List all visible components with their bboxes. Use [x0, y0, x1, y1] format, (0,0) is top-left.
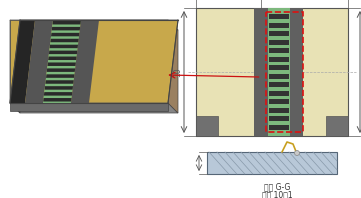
Bar [196, 116, 218, 136]
Bar [269, 74, 289, 79]
Bar [268, 8, 290, 136]
Bar [269, 91, 289, 96]
Polygon shape [45, 86, 73, 90]
Polygon shape [10, 20, 35, 103]
Bar [269, 40, 289, 45]
Bar [269, 65, 289, 70]
Bar [269, 23, 289, 28]
Text: 比例 10：1: 比例 10：1 [262, 190, 292, 198]
Polygon shape [10, 20, 178, 103]
Bar [269, 116, 289, 121]
Bar [254, 8, 268, 136]
Bar [207, 152, 337, 174]
Polygon shape [46, 74, 74, 78]
Polygon shape [45, 80, 74, 84]
Bar [196, 8, 348, 136]
Polygon shape [52, 21, 81, 25]
Polygon shape [47, 68, 75, 72]
Polygon shape [168, 20, 178, 113]
Polygon shape [44, 92, 72, 96]
Bar [290, 8, 303, 136]
Polygon shape [25, 20, 53, 103]
Polygon shape [51, 33, 79, 36]
Polygon shape [50, 39, 79, 42]
Bar [269, 108, 289, 113]
Polygon shape [43, 20, 81, 103]
Polygon shape [43, 98, 71, 102]
Polygon shape [10, 20, 20, 113]
Polygon shape [10, 20, 168, 103]
Bar [269, 82, 289, 87]
Polygon shape [49, 45, 78, 48]
Text: 10: 10 [173, 67, 182, 77]
Polygon shape [10, 103, 178, 113]
Bar [10, 103, 168, 111]
Bar [269, 14, 289, 19]
Polygon shape [48, 57, 77, 60]
Bar [269, 57, 289, 62]
Polygon shape [10, 20, 178, 30]
Polygon shape [52, 27, 80, 30]
Polygon shape [49, 51, 77, 54]
Bar [269, 31, 289, 36]
Polygon shape [71, 20, 99, 103]
Bar [269, 125, 289, 130]
Bar [269, 99, 289, 104]
Text: 剖面 G-G: 剖面 G-G [264, 182, 290, 191]
Bar [269, 48, 289, 53]
Polygon shape [47, 62, 76, 66]
Bar [266, 12, 303, 132]
Circle shape [295, 150, 300, 155]
Bar [326, 116, 348, 136]
